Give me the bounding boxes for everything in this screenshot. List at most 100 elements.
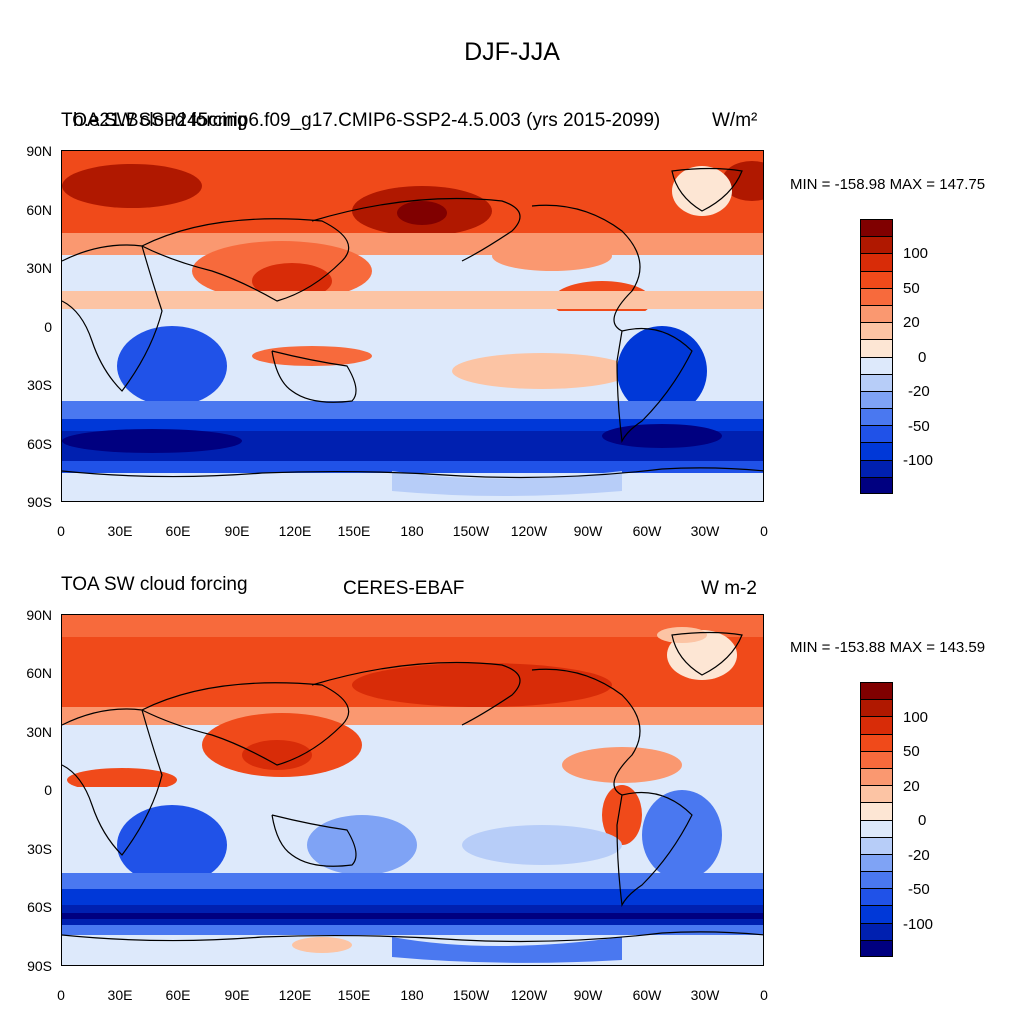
colorbar-segment bbox=[860, 236, 893, 254]
panel-left-title: TOA SW cloud forcing bbox=[61, 110, 248, 131]
colorbar-segment bbox=[860, 905, 893, 923]
colorbar-segment bbox=[860, 390, 893, 409]
lon-tick: 90E bbox=[224, 523, 250, 539]
lon-tick: 150W bbox=[452, 987, 490, 1003]
colorbar-segment bbox=[860, 939, 893, 957]
colorbar-segment bbox=[860, 871, 893, 889]
colorbar-label: -100 bbox=[903, 452, 934, 469]
map-plot-observations bbox=[61, 614, 764, 966]
lat-tick: 90N bbox=[26, 607, 52, 623]
panel-left-title: TOA SW cloud forcing bbox=[61, 574, 248, 595]
lon-tick: 60W bbox=[632, 523, 662, 539]
contour-map bbox=[62, 615, 763, 965]
colorbar-segment bbox=[860, 836, 893, 854]
lon-tick: 120E bbox=[278, 523, 312, 539]
lon-tick: 0 bbox=[760, 523, 768, 539]
map-plot-model bbox=[61, 150, 764, 502]
colorbar-segment bbox=[860, 802, 893, 820]
colorbar-segment bbox=[860, 699, 893, 717]
lon-tick: 30E bbox=[107, 523, 133, 539]
lon-tick: 90W bbox=[573, 987, 603, 1003]
panel-units: W/m² bbox=[712, 110, 758, 131]
lon-tick: 30E bbox=[107, 987, 133, 1003]
lat-tick: 60S bbox=[27, 436, 52, 452]
lon-tick: 120E bbox=[278, 987, 312, 1003]
colorbar bbox=[860, 219, 893, 494]
lat-tick: 30N bbox=[26, 724, 52, 740]
lon-tick: 30W bbox=[690, 523, 720, 539]
colorbar-segment bbox=[860, 819, 893, 837]
colorbar-segment bbox=[860, 322, 893, 340]
colorbar-label: -50 bbox=[908, 418, 930, 435]
colorbar-segment bbox=[860, 459, 893, 477]
colorbar-label: 100 bbox=[903, 709, 929, 726]
panel-center-title: CERES-EBAF bbox=[343, 578, 465, 599]
colorbar-label: -20 bbox=[908, 383, 930, 400]
lon-tick: 0 bbox=[760, 987, 768, 1003]
panel-model: TOA SW cloud forcing b.e21.BSSP245cmip6.… bbox=[0, 0, 1024, 539]
colorbar-segment bbox=[860, 253, 893, 271]
lat-tick: 60N bbox=[26, 202, 52, 218]
colorbar-segment bbox=[860, 922, 893, 940]
lon-tick: 120W bbox=[510, 987, 548, 1003]
colorbar-segment bbox=[860, 476, 893, 494]
colorbar-label: 0 bbox=[918, 349, 927, 366]
colorbar-segment bbox=[860, 853, 893, 872]
colorbar-label: 20 bbox=[903, 314, 920, 331]
lon-tick: 180 bbox=[400, 523, 424, 539]
lon-tick: 90W bbox=[573, 523, 603, 539]
colorbar-segment bbox=[860, 373, 893, 391]
lon-tick: 30W bbox=[690, 987, 720, 1003]
lon-tick: 120W bbox=[510, 523, 548, 539]
colorbar-label: -50 bbox=[908, 881, 930, 898]
lon-tick: 150W bbox=[452, 523, 490, 539]
colorbar-segment bbox=[860, 339, 893, 357]
lat-tick: 0 bbox=[44, 319, 52, 335]
lat-tick: 60S bbox=[27, 899, 52, 915]
lat-tick: 30N bbox=[26, 260, 52, 276]
colorbar-label: 20 bbox=[903, 778, 920, 795]
min-max-label: MIN = -153.88 MAX = 143.59 bbox=[790, 639, 986, 656]
colorbar-label: -100 bbox=[903, 916, 934, 933]
colorbar-segment bbox=[860, 682, 893, 700]
colorbar-segment bbox=[860, 270, 893, 288]
lat-tick: 90S bbox=[27, 958, 52, 974]
colorbar-segment bbox=[860, 767, 893, 786]
colorbar-segment bbox=[860, 304, 893, 323]
lon-tick: 60W bbox=[632, 987, 662, 1003]
colorbar-segment bbox=[860, 442, 893, 460]
lon-tick: 90E bbox=[224, 987, 250, 1003]
lon-tick: 180 bbox=[400, 987, 424, 1003]
colorbar-segment bbox=[860, 716, 893, 734]
colorbar-segment bbox=[860, 425, 893, 443]
colorbar-segment bbox=[860, 785, 893, 803]
lat-tick: 90S bbox=[27, 494, 52, 510]
lat-tick: 60N bbox=[26, 665, 52, 681]
figure-title: DJF-JJA bbox=[464, 38, 560, 66]
lon-tick: 60E bbox=[165, 987, 191, 1003]
lat-tick: 30S bbox=[27, 841, 52, 857]
colorbar-label: 50 bbox=[903, 280, 920, 297]
lat-tick: 90N bbox=[26, 143, 52, 159]
lon-tick: 150E bbox=[337, 523, 371, 539]
colorbar-segment bbox=[860, 888, 893, 906]
colorbar-segment bbox=[860, 356, 893, 374]
colorbar-segment bbox=[860, 287, 893, 305]
colorbar-segment bbox=[860, 750, 893, 768]
lat-tick: 30S bbox=[27, 377, 52, 393]
min-max-label: MIN = -158.98 MAX = 147.75 bbox=[790, 176, 986, 193]
colorbar-label: 100 bbox=[903, 245, 929, 262]
colorbar-label: 50 bbox=[903, 743, 920, 760]
panel-observations: TOA SW cloud forcing CERES-EBAF W m-2 bbox=[0, 0, 1024, 1003]
colorbar-label: 0 bbox=[918, 812, 927, 829]
contour-map bbox=[62, 151, 763, 501]
colorbar-segment bbox=[860, 219, 893, 237]
colorbar-segment bbox=[860, 408, 893, 426]
lon-tick: 60E bbox=[165, 523, 191, 539]
lon-tick: 0 bbox=[57, 987, 65, 1003]
colorbar bbox=[860, 682, 893, 957]
panel-units: W m-2 bbox=[701, 578, 757, 599]
lon-tick: 150E bbox=[337, 987, 371, 1003]
lon-tick: 0 bbox=[57, 523, 65, 539]
colorbar-segment bbox=[860, 733, 893, 751]
